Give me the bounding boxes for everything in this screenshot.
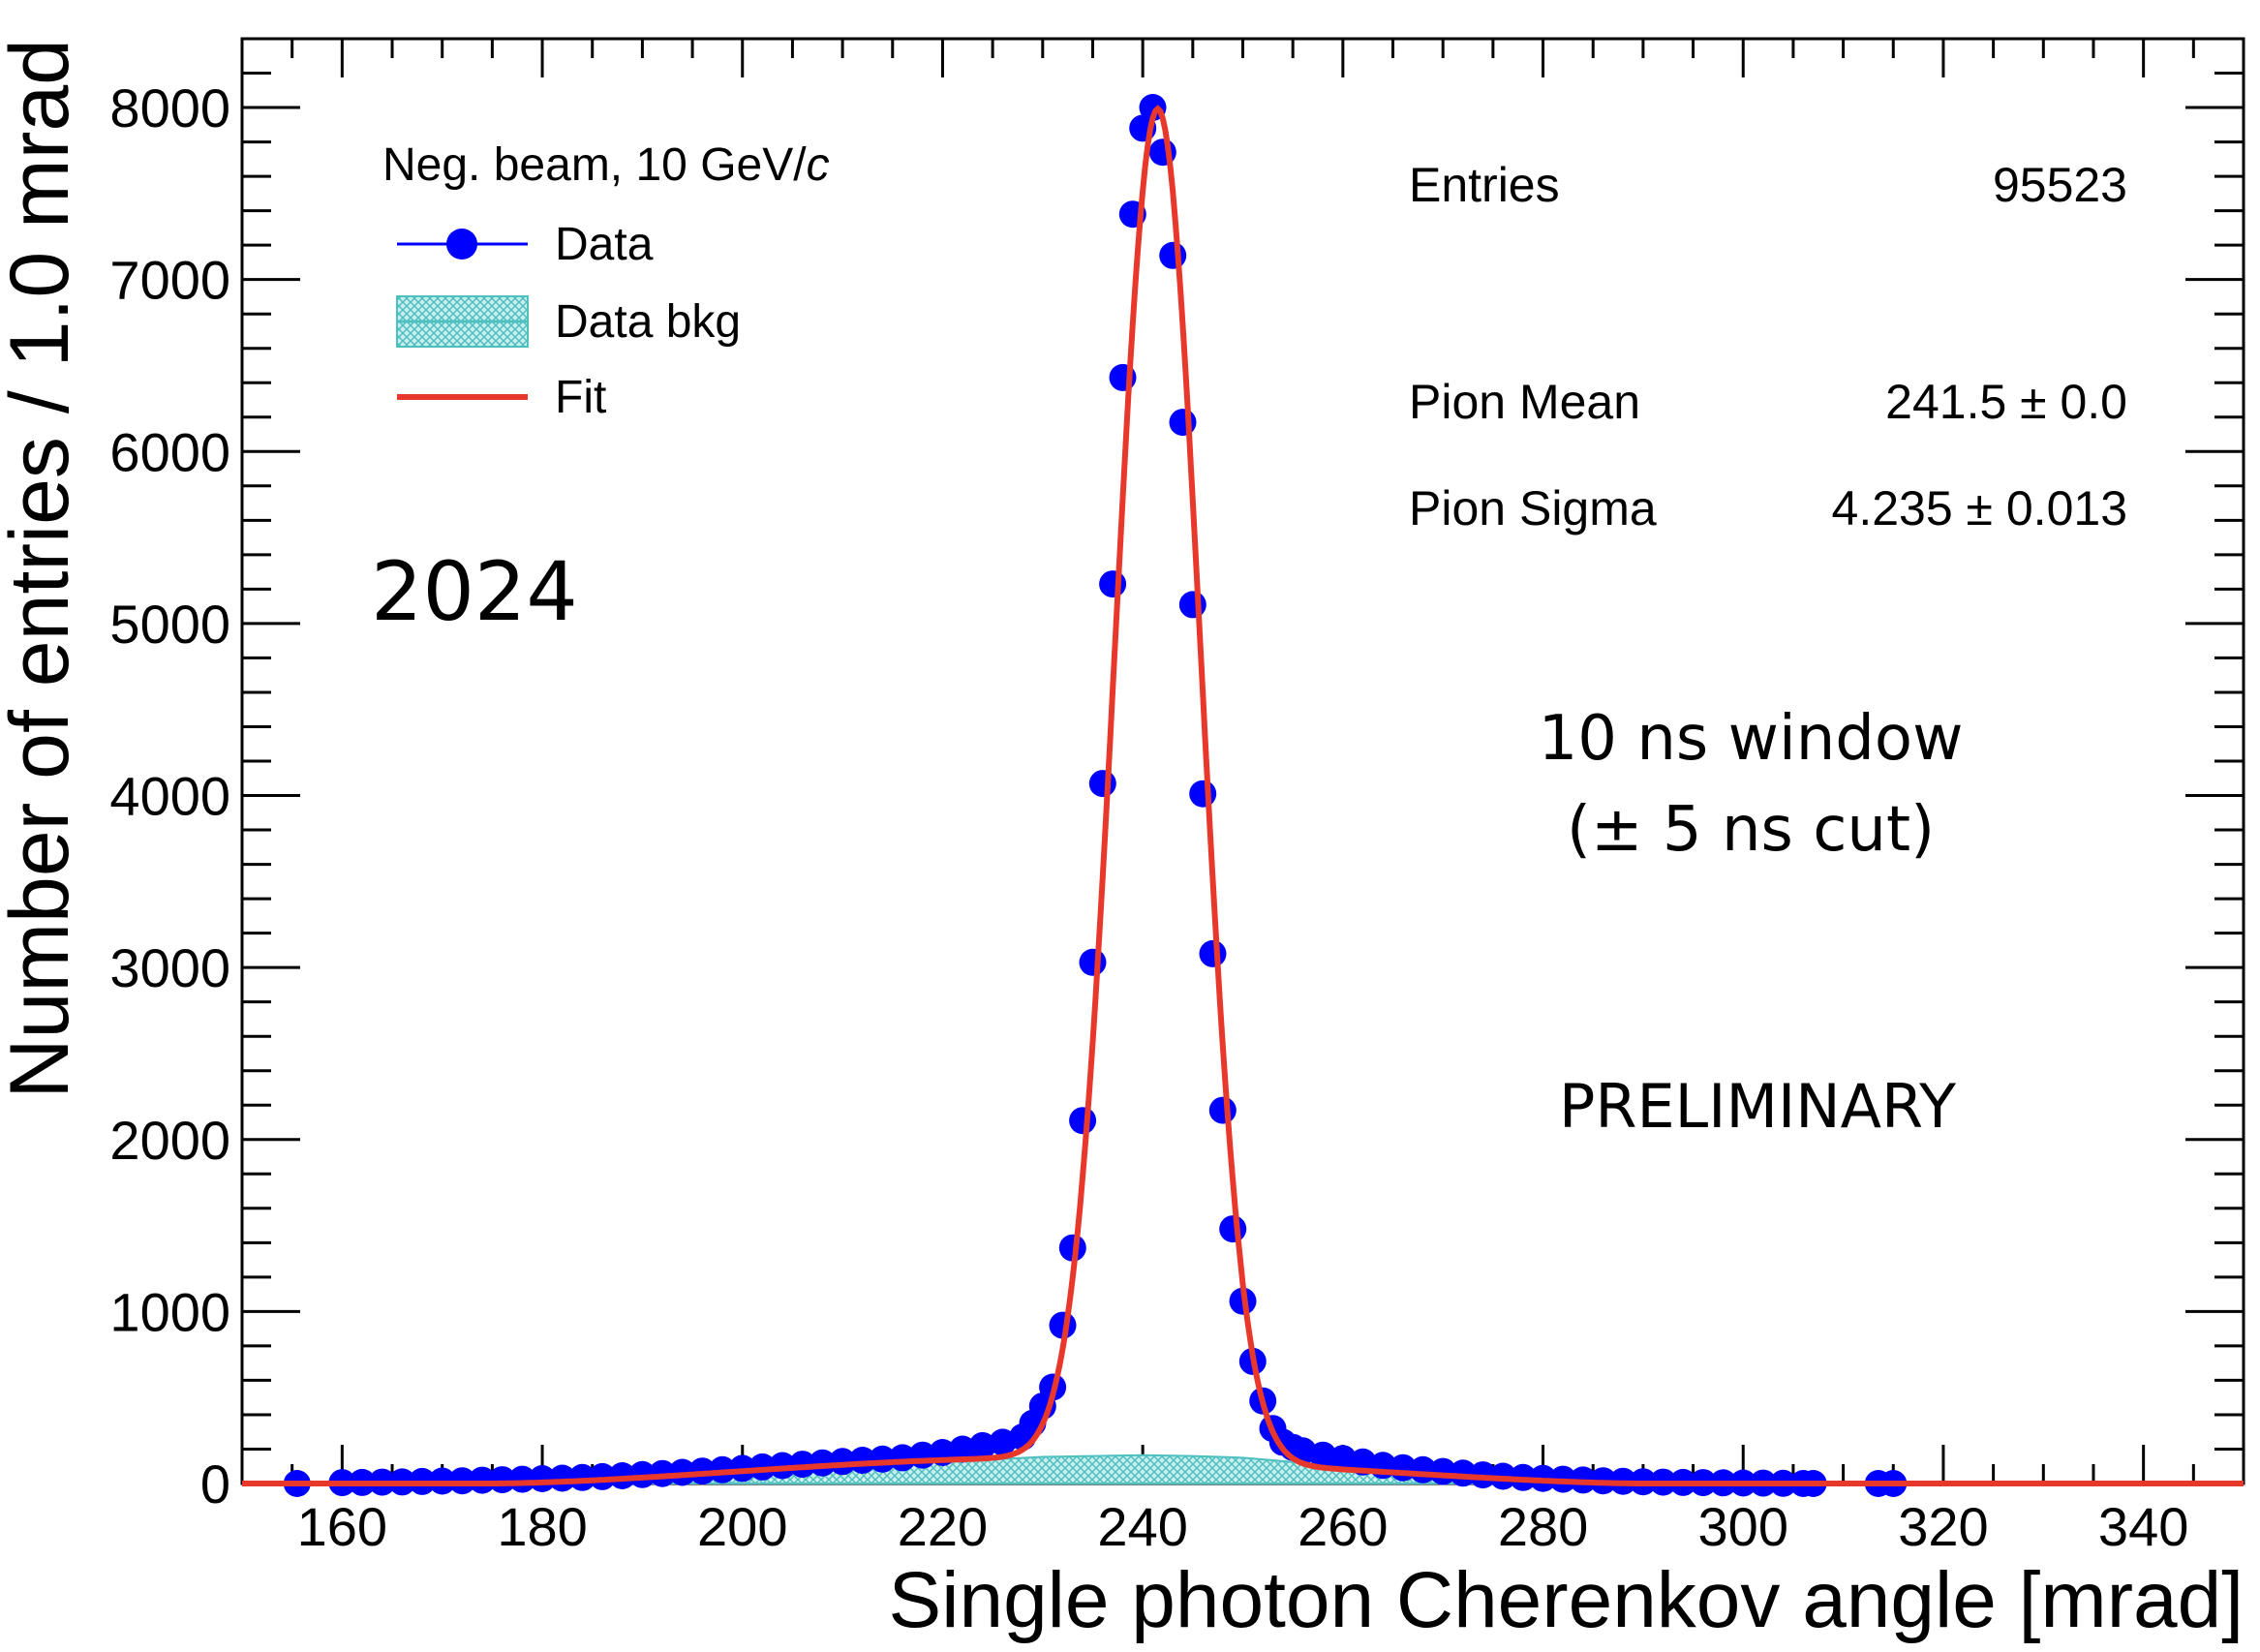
data-point	[568, 1463, 596, 1491]
x-tick-label: 180	[497, 1496, 587, 1557]
y-tick-labels: 0 1000 2000 3000 4000 5000 6000 7000 8000	[109, 77, 230, 1514]
legend-header: Neg. beam, 10 GeV/c	[382, 139, 830, 191]
window-annotation-line2: (± 5 ns cut)	[1567, 794, 1935, 866]
data-point	[968, 1431, 996, 1459]
data-point	[1208, 1096, 1237, 1124]
data-point	[829, 1448, 857, 1476]
x-tick-label: 160	[297, 1496, 387, 1557]
legend-entry-bkg: Data bkg	[555, 296, 741, 348]
y-tick-label: 2000	[109, 1110, 230, 1171]
x-axis-label: Single photon Cherenkov angle [mrad]	[889, 1556, 2244, 1644]
data-point	[589, 1462, 617, 1490]
data-point	[1189, 780, 1217, 808]
x-tick-label: 240	[1097, 1496, 1187, 1557]
x-tick-label: 260	[1298, 1496, 1388, 1557]
y-tick-label: 4000	[109, 766, 230, 827]
data-point	[488, 1466, 516, 1494]
stats-box: Entries 95523 Pion Mean 241.5 ± 0.0 Pion…	[1409, 158, 2127, 535]
stats-mean-label: Pion Mean	[1409, 375, 1640, 429]
data-point	[1329, 1445, 1357, 1473]
data-point	[628, 1460, 657, 1488]
data-point	[1219, 1215, 1247, 1243]
data-point	[788, 1451, 816, 1479]
stats-entries-value: 95523	[1993, 158, 2127, 212]
y-tick-label: 8000	[109, 77, 230, 138]
data-point	[1169, 409, 1197, 437]
x-tick-label: 220	[898, 1496, 988, 1557]
stats-mean-value: 241.5 ± 0.0	[1885, 375, 2127, 429]
data-point	[1079, 948, 1107, 976]
x-tick-label: 340	[2098, 1496, 2188, 1557]
data-point	[1069, 1107, 1097, 1135]
legend-entry-data: Data	[555, 219, 654, 270]
data-point	[469, 1466, 496, 1494]
fit-series	[242, 105, 2244, 1486]
legend: Neg. beam, 10 GeV/c Data Data bkg Fit	[382, 139, 830, 423]
data-point	[608, 1462, 636, 1489]
stats-sigma-value: 4.235 ± 0.013	[1832, 481, 2127, 535]
x-tick-labels: 160 180 200 220 240 260 280 300 320 340	[297, 1496, 2189, 1557]
x-tick-label: 200	[697, 1496, 787, 1557]
legend-data-marker	[446, 229, 477, 260]
stats-entries-label: Entries	[1409, 158, 1560, 212]
legend-entry-fit: Fit	[555, 372, 606, 423]
y-axis-label: Number of entries / 1.0 mrad	[0, 39, 86, 1099]
data-point	[548, 1464, 576, 1492]
y-tick-label: 3000	[109, 937, 230, 998]
data-point	[1309, 1441, 1337, 1469]
y-tick-label: 6000	[109, 421, 230, 482]
x-tick-label: 280	[1498, 1496, 1588, 1557]
window-annotation-line1: 10 ns window	[1539, 703, 1964, 775]
data-point	[1199, 939, 1227, 967]
y-tick-label: 7000	[109, 250, 230, 311]
data-point	[1159, 241, 1187, 269]
data-point	[809, 1449, 837, 1477]
y-tick-label: 1000	[109, 1281, 230, 1342]
data-point	[1088, 770, 1116, 798]
data-point	[1178, 591, 1206, 619]
preliminary-annotation: PRELIMINARY	[1559, 1071, 1956, 1142]
stats-sigma-label: Pion Sigma	[1409, 481, 1657, 535]
data-point	[1449, 1459, 1477, 1487]
data-point	[1099, 570, 1127, 598]
y-tick-label: 0	[200, 1453, 230, 1514]
data-point	[848, 1447, 876, 1474]
year-annotation: 2024	[371, 544, 578, 639]
data-point	[949, 1435, 977, 1463]
fit-curve	[242, 105, 2244, 1486]
y-tick-label: 5000	[109, 594, 230, 655]
x-tick-label: 300	[1698, 1496, 1788, 1557]
x-tick-label: 320	[1898, 1496, 1988, 1557]
